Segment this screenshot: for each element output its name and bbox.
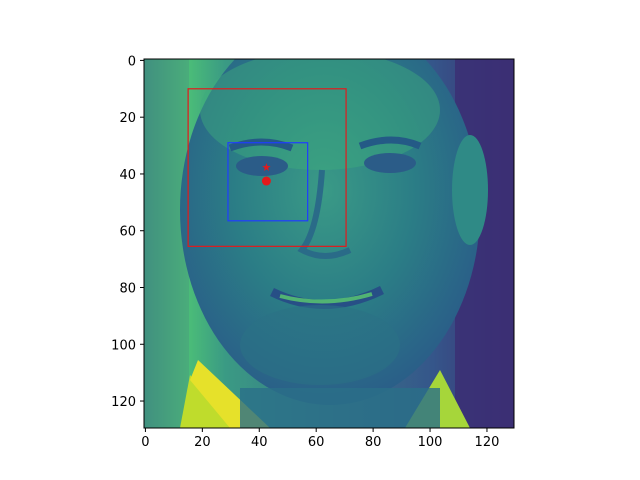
x-tick-label: 120 bbox=[475, 435, 500, 450]
y-tick-label: 0 bbox=[128, 54, 136, 69]
x-tick-label: 20 bbox=[194, 435, 211, 450]
eye-point-marker bbox=[261, 176, 271, 186]
x-tick-label: 0 bbox=[141, 435, 149, 450]
x-tick-label: 100 bbox=[418, 435, 443, 450]
eye-star-marker: ★ bbox=[261, 161, 271, 174]
y-tick-label: 80 bbox=[119, 281, 136, 296]
y-tick-label: 20 bbox=[119, 111, 136, 126]
y-tick-label: 60 bbox=[119, 225, 136, 240]
x-tick-label: 60 bbox=[308, 435, 325, 450]
y-tick-label: 120 bbox=[111, 395, 136, 410]
face-image bbox=[144, 59, 514, 428]
y-tick-label: 100 bbox=[111, 338, 136, 353]
x-tick-label: 40 bbox=[251, 435, 268, 450]
overlay-layer: ★ bbox=[187, 88, 347, 247]
x-tick-label: 80 bbox=[365, 435, 382, 450]
outer-bounding-box bbox=[187, 88, 347, 247]
axes-frame bbox=[143, 58, 515, 429]
y-tick-label: 40 bbox=[119, 168, 136, 183]
inner-bounding-box bbox=[227, 142, 309, 222]
axis-ticks: 0 20 40 60 80 100 120 0 20 40 60 80 100 120 bbox=[111, 54, 499, 450]
